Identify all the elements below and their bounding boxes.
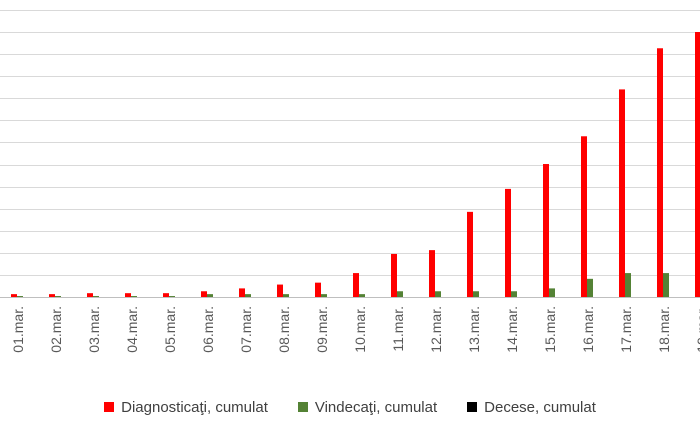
bar-diagnosticati-12 <box>429 250 435 297</box>
x-tick-label: 07.mar. <box>238 306 254 353</box>
x-tick-label: 12.mar. <box>428 306 444 353</box>
bar-vindecati-8 <box>283 294 289 297</box>
legend-swatch-diagnosticati <box>104 402 115 412</box>
gridlines <box>0 10 700 298</box>
bar-vindecati-1 <box>17 296 23 297</box>
x-tick-label: 16.mar. <box>580 306 596 353</box>
legend: Diagnosticaţi, cumulat Vindecaţi, cumula… <box>0 396 700 418</box>
bar-vindecati-3 <box>93 296 99 297</box>
bar-vindecati-2 <box>55 296 61 297</box>
bar-diagnosticati-18 <box>657 48 663 298</box>
bar-diagnosticati-15 <box>543 164 549 297</box>
bar-diagnosticati-13 <box>467 211 473 297</box>
bar-diagnosticati-17 <box>619 89 625 297</box>
bar-vindecati-11 <box>397 291 403 297</box>
bar-diagnosticati-7 <box>239 288 245 297</box>
bar-vindecati-12 <box>435 291 441 297</box>
x-tick-label: 18.mar. <box>656 306 672 353</box>
x-tick-label: 09.mar. <box>314 306 330 353</box>
bar-diagnosticati-9 <box>315 282 321 297</box>
legend-label-vindecati: Vindecaţi, cumulat <box>314 398 438 416</box>
legend-swatch-decese <box>467 402 478 412</box>
x-tick-label: 13.mar. <box>466 306 482 353</box>
x-tick-label: 15.mar. <box>542 306 558 353</box>
bar-diagnosticati-2 <box>49 294 55 297</box>
x-tick-label: 05.mar. <box>162 306 178 353</box>
x-tick-label: 04.mar. <box>124 306 140 353</box>
bar-vindecati-7 <box>245 294 251 297</box>
legend-item-diagnosticati: Diagnosticaţi, cumulat <box>104 399 268 416</box>
bar-vindecati-6 <box>207 294 213 297</box>
bar-vindecati-5 <box>169 296 175 297</box>
bar-vindecati-16 <box>587 278 593 297</box>
x-tick-label: 02.mar. <box>48 306 64 353</box>
bar-diagnosticati-8 <box>277 284 283 297</box>
x-tick-label: 10.mar. <box>352 306 368 353</box>
bar-diagnosticati-4 <box>125 293 131 297</box>
legend-label-diagnosticati: Diagnosticaţi, cumulat <box>121 398 268 416</box>
x-tick-label: 06.mar. <box>200 306 216 353</box>
x-tick-label: 17.mar. <box>618 306 634 353</box>
x-tick-label: 11.mar. <box>390 306 406 352</box>
bar-diagnosticati-14 <box>505 188 511 297</box>
x-axis-ticks: 01.mar. 02.mar. 03.mar. 04.mar. 05.mar. 06.ma… <box>10 306 700 353</box>
bar-diagnosticati-16 <box>581 136 587 297</box>
bar-diagnosticati-19 <box>695 32 700 298</box>
bar-diagnosticati-10 <box>353 273 359 297</box>
bar-vindecati-13 <box>473 291 479 297</box>
legend-item-decese: Decese, cumulat <box>467 399 596 416</box>
bars <box>11 32 700 298</box>
bar-diagnosticati-11 <box>391 253 397 297</box>
bar-vindecati-18 <box>663 273 669 297</box>
chart: 01.mar. 02.mar. 03.mar. 04.mar. 05.mar. 06.ma… <box>0 10 700 353</box>
legend-swatch-vindecati <box>297 402 308 412</box>
bar-diagnosticati-5 <box>163 293 169 297</box>
x-tick-label: 08.mar. <box>276 306 292 353</box>
bar-diagnosticati-3 <box>87 293 93 297</box>
bar-vindecati-14 <box>511 291 517 297</box>
legend-item-vindecati: Vindecaţi, cumulat <box>297 398 438 416</box>
legend-label-decese: Decese, cumulat <box>484 398 596 416</box>
bar-vindecati-10 <box>359 294 365 297</box>
bar-diagnosticati-1 <box>11 294 17 297</box>
x-tick-label: 03.mar. <box>86 306 102 353</box>
bar-vindecati-9 <box>321 294 327 297</box>
bar-vindecati-17 <box>625 273 631 297</box>
x-tick-label: 01.mar. <box>10 306 26 353</box>
bar-diagnosticati-6 <box>201 291 207 297</box>
bar-vindecati-4 <box>131 296 137 297</box>
x-tick-label: 19.mar. <box>694 306 700 353</box>
x-tick-label: 14.mar. <box>504 306 520 353</box>
bar-vindecati-15 <box>549 288 555 297</box>
